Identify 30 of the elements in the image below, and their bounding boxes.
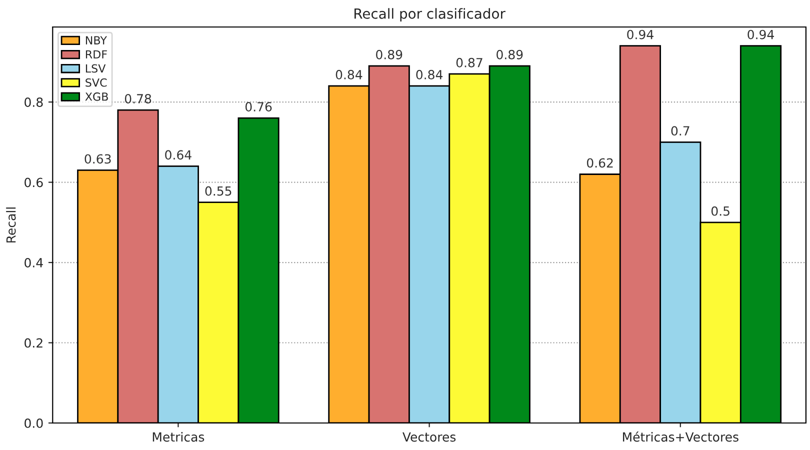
data-label: 0.78	[124, 94, 152, 104]
data-label: 0.64	[165, 150, 192, 160]
data-label: 0.94	[627, 30, 654, 40]
legend-label: NBY	[86, 36, 108, 44]
data-label: 0.94	[748, 30, 774, 40]
data-label: 0.87	[456, 58, 482, 68]
legend-label: SVC	[86, 78, 107, 87]
data-label: 0.89	[376, 50, 402, 60]
y-tick-label: 0.0	[24, 418, 43, 428]
legend-label: RDF	[86, 50, 107, 58]
y-tick-label: 0.8	[24, 98, 43, 107]
data-label: 0.84	[336, 70, 362, 80]
y-axis-title: Recall	[6, 208, 16, 242]
data-label: 0.89	[496, 50, 523, 60]
y-tick-label: 0.4	[24, 258, 43, 268]
data-label: 0.63	[84, 154, 111, 164]
chart-title: Recall por clasificador	[354, 8, 506, 22]
legend-label: XGB	[85, 92, 108, 101]
legend-label: LSV	[86, 64, 106, 73]
y-tick-label: 0.6	[24, 178, 43, 188]
data-label: 0.7	[671, 126, 690, 136]
data-label: 0.62	[586, 158, 613, 168]
x-tick-label: Métricas+Vectores	[622, 432, 738, 442]
x-tick-label: Vectores	[402, 432, 456, 442]
y-tick-label: 0.2	[24, 338, 42, 348]
data-label: 0.5	[711, 206, 730, 216]
x-tick-label: Metricas	[152, 432, 204, 442]
data-label: 0.55	[205, 186, 232, 196]
data-label: 0.84	[416, 70, 443, 80]
data-label: 0.76	[245, 102, 272, 112]
